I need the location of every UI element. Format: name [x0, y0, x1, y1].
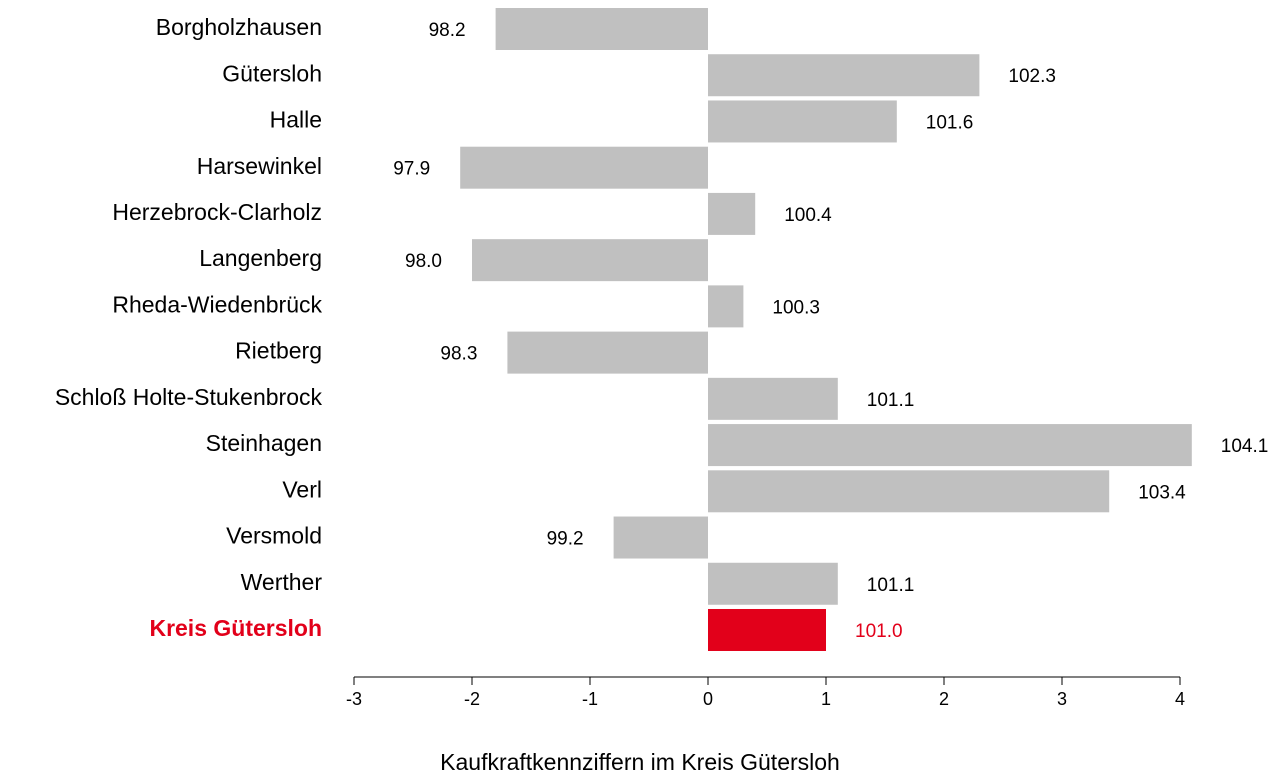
category-label: Gütersloh	[222, 60, 322, 86]
bar	[708, 377, 838, 420]
value-label: 99.2	[547, 529, 584, 550]
bar	[708, 424, 1192, 467]
bar	[708, 100, 897, 143]
category-label: Werther	[241, 569, 323, 595]
value-label: 101.1	[867, 390, 915, 411]
bar	[495, 8, 708, 50]
bar	[708, 608, 826, 651]
category-label: Schloß Holte-Stukenbrock	[55, 384, 323, 410]
value-label: 101.6	[926, 112, 974, 133]
value-label: 97.9	[393, 159, 430, 180]
category-label: Langenberg	[199, 245, 322, 271]
x-tick-label: 4	[1175, 689, 1185, 709]
value-label: 100.3	[772, 297, 820, 318]
bar	[460, 146, 708, 189]
bar	[613, 516, 708, 559]
x-tick-label: -3	[346, 689, 362, 709]
x-axis-title: Kaufkraftkennziffern im Kreis Gütersloh	[440, 749, 840, 774]
value-label: 98.0	[405, 251, 442, 272]
value-label: 101.0	[855, 621, 903, 642]
category-label: Rietberg	[235, 338, 322, 364]
x-tick-label: -2	[464, 689, 480, 709]
category-label: Rheda-Wiedenbrück	[112, 291, 322, 317]
bar	[472, 239, 708, 282]
bar	[708, 192, 756, 235]
value-label: 101.1	[867, 575, 915, 596]
bar	[708, 285, 744, 328]
x-tick-label: 0	[703, 689, 713, 709]
category-label: Verl	[282, 476, 322, 502]
category-label: Harsewinkel	[197, 153, 322, 179]
bar	[708, 562, 838, 605]
value-label: 100.4	[784, 205, 832, 226]
value-label: 102.3	[1008, 66, 1056, 87]
value-label: 104.1	[1221, 436, 1269, 457]
category-label: Herzebrock-Clarholz	[112, 199, 322, 225]
category-label: Versmold	[226, 523, 322, 549]
category-label: Kreis Gütersloh	[149, 615, 322, 641]
x-tick-label: 3	[1057, 689, 1067, 709]
value-label: 98.2	[429, 20, 466, 41]
category-label: Borgholzhausen	[156, 14, 322, 40]
category-label: Halle	[270, 107, 322, 133]
x-tick-label: -1	[582, 689, 598, 709]
value-label: 103.4	[1138, 482, 1186, 503]
bar	[708, 470, 1110, 513]
value-label: 98.3	[440, 344, 477, 365]
bar	[507, 331, 708, 374]
category-label: Steinhagen	[206, 430, 322, 456]
x-tick-label: 1	[821, 689, 831, 709]
bar	[708, 54, 980, 97]
x-tick-label: 2	[939, 689, 949, 709]
